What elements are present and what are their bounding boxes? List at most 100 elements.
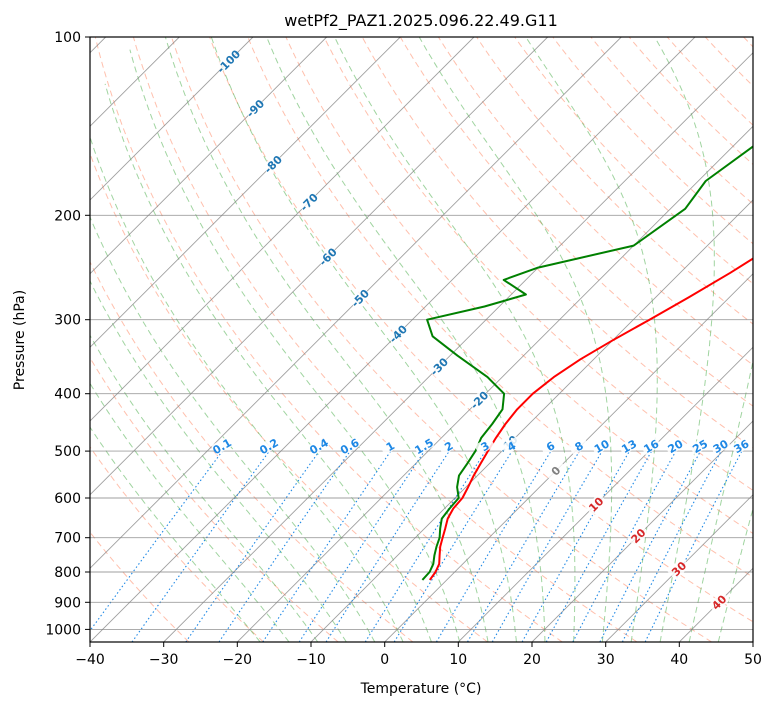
chart-title: wetPf2_PAZ1.2025.096.22.49.G11 <box>284 11 558 31</box>
mixing-ratio-label-bg <box>568 436 590 456</box>
mixing-ratio-line <box>218 450 351 642</box>
x-tick-label: 40 <box>670 652 688 668</box>
isotherm-label-bg <box>626 524 650 548</box>
mixing-ratio-line <box>393 450 513 642</box>
mixing-ratio-label-bg <box>437 436 459 456</box>
mixing-ratio-label-bg <box>474 436 496 456</box>
mixing-ratio-label-bg <box>500 436 522 456</box>
mixing-ratio-label-bg <box>730 436 752 456</box>
mixing-ratio-label-bg <box>709 436 731 456</box>
moist-adiabat <box>266 37 546 642</box>
moist-adiabat <box>210 37 517 642</box>
moist-adiabat <box>90 135 404 642</box>
y-tick-label: 100 <box>54 30 81 46</box>
dry-adiabat <box>399 37 753 407</box>
dry-adiabat <box>132 37 638 642</box>
dry-adiabat <box>247 37 753 578</box>
mixing-ratio-line <box>131 450 270 642</box>
isotherm-label-bg <box>667 557 691 581</box>
moist-adiabat <box>90 334 319 642</box>
moist-adiabat <box>90 279 347 642</box>
isotherm-line <box>457 346 753 642</box>
isotherm-line <box>90 37 254 201</box>
isotherm-line <box>90 37 549 496</box>
isotherm-label-bg <box>544 459 568 483</box>
x-tick-label: −20 <box>223 652 253 668</box>
isotherm-line <box>384 273 753 642</box>
mixing-ratio-label-bg <box>539 436 561 456</box>
mixing-ratio-label-bg <box>258 436 280 456</box>
dry-adiabat <box>628 37 753 166</box>
mixing-ratio-label-bg <box>618 436 640 456</box>
dry-adiabat <box>90 260 414 642</box>
mixing-ratio-label-bg <box>664 436 686 456</box>
mixing-ratio-line <box>262 450 392 642</box>
y-tick-label: 400 <box>54 387 81 403</box>
isotherm-line <box>605 494 753 642</box>
dry-adiabat <box>90 446 264 642</box>
y-axis-label: Pressure (hPa) <box>12 290 28 390</box>
dry-adiabat <box>514 37 753 285</box>
y-tick-label: 900 <box>54 595 81 611</box>
mixing-ratio-line <box>185 450 320 642</box>
y-tick-label: 500 <box>54 444 81 460</box>
isotherm-label-bg <box>707 590 731 614</box>
isotherm-label-bg <box>243 97 267 120</box>
moist-adiabat <box>654 37 715 642</box>
mixing-ratio-label-bg <box>338 436 360 456</box>
moist-adiabat <box>418 37 613 642</box>
mixing-ratio-label-bg <box>640 436 662 456</box>
mixing-ratio-line <box>325 450 450 642</box>
moist-adiabat <box>90 215 376 642</box>
x-tick-label: 10 <box>449 652 467 668</box>
moist-adiabat <box>104 83 432 642</box>
dry-adiabat <box>94 37 563 642</box>
plot-frame <box>89 36 754 643</box>
y-tick-label: 200 <box>54 208 81 224</box>
isotherm-label-bg <box>297 190 321 214</box>
moist-adiabat <box>334 37 576 642</box>
isotherm-label-bg <box>386 322 410 346</box>
moist-adiabat <box>129 49 461 642</box>
isotherm-line <box>90 37 475 422</box>
mixing-ratio-label-bg <box>308 436 330 456</box>
isotherm-line <box>90 37 622 569</box>
isotherm-label-bg <box>584 493 608 516</box>
mixing-ratio-line <box>644 450 743 642</box>
x-tick-label: −40 <box>75 652 105 668</box>
temperature-profile-line <box>428 257 753 581</box>
isotherm-label-bg <box>427 355 451 378</box>
x-tick-label: −30 <box>149 652 179 668</box>
dewpoint-profile-line <box>421 145 753 581</box>
x-tick-label: −10 <box>296 652 326 668</box>
mixing-ratio-label-bg <box>590 436 612 456</box>
mixing-ratio-line <box>90 450 223 632</box>
isotherm-line <box>90 37 328 275</box>
isotherm-line <box>236 125 753 642</box>
moist-adiabat <box>164 37 489 642</box>
x-tick-label: 20 <box>523 652 541 668</box>
y-tick-label: 600 <box>54 491 81 507</box>
isotherm-label-bg <box>316 245 340 269</box>
mixing-ratio-line <box>298 450 425 642</box>
mixing-ratio-line <box>521 450 630 642</box>
mixing-ratio-label-bg <box>413 436 435 456</box>
y-tick-label: 1000 <box>45 622 81 638</box>
isotherm-label-bg <box>348 286 372 310</box>
moist-adiabat <box>525 37 658 642</box>
x-axis-label: Temperature (°C) <box>360 681 482 697</box>
isotherm-label-bg <box>467 388 491 412</box>
y-tick-label: 700 <box>54 531 81 547</box>
moist-adiabat <box>688 358 753 642</box>
isotherm-label-bg <box>261 152 285 176</box>
isotherm-label-bg <box>217 50 240 73</box>
isotherm-line <box>163 52 753 642</box>
y-tick-label: 300 <box>54 313 81 329</box>
x-tick-label: 50 <box>744 652 762 668</box>
mixing-ratio-label-bg <box>379 436 401 456</box>
mixing-ratio-line <box>545 450 653 642</box>
mixing-ratio-label-bg <box>689 436 711 456</box>
isotherm-line <box>90 37 401 348</box>
x-tick-label: 0 <box>380 652 389 668</box>
